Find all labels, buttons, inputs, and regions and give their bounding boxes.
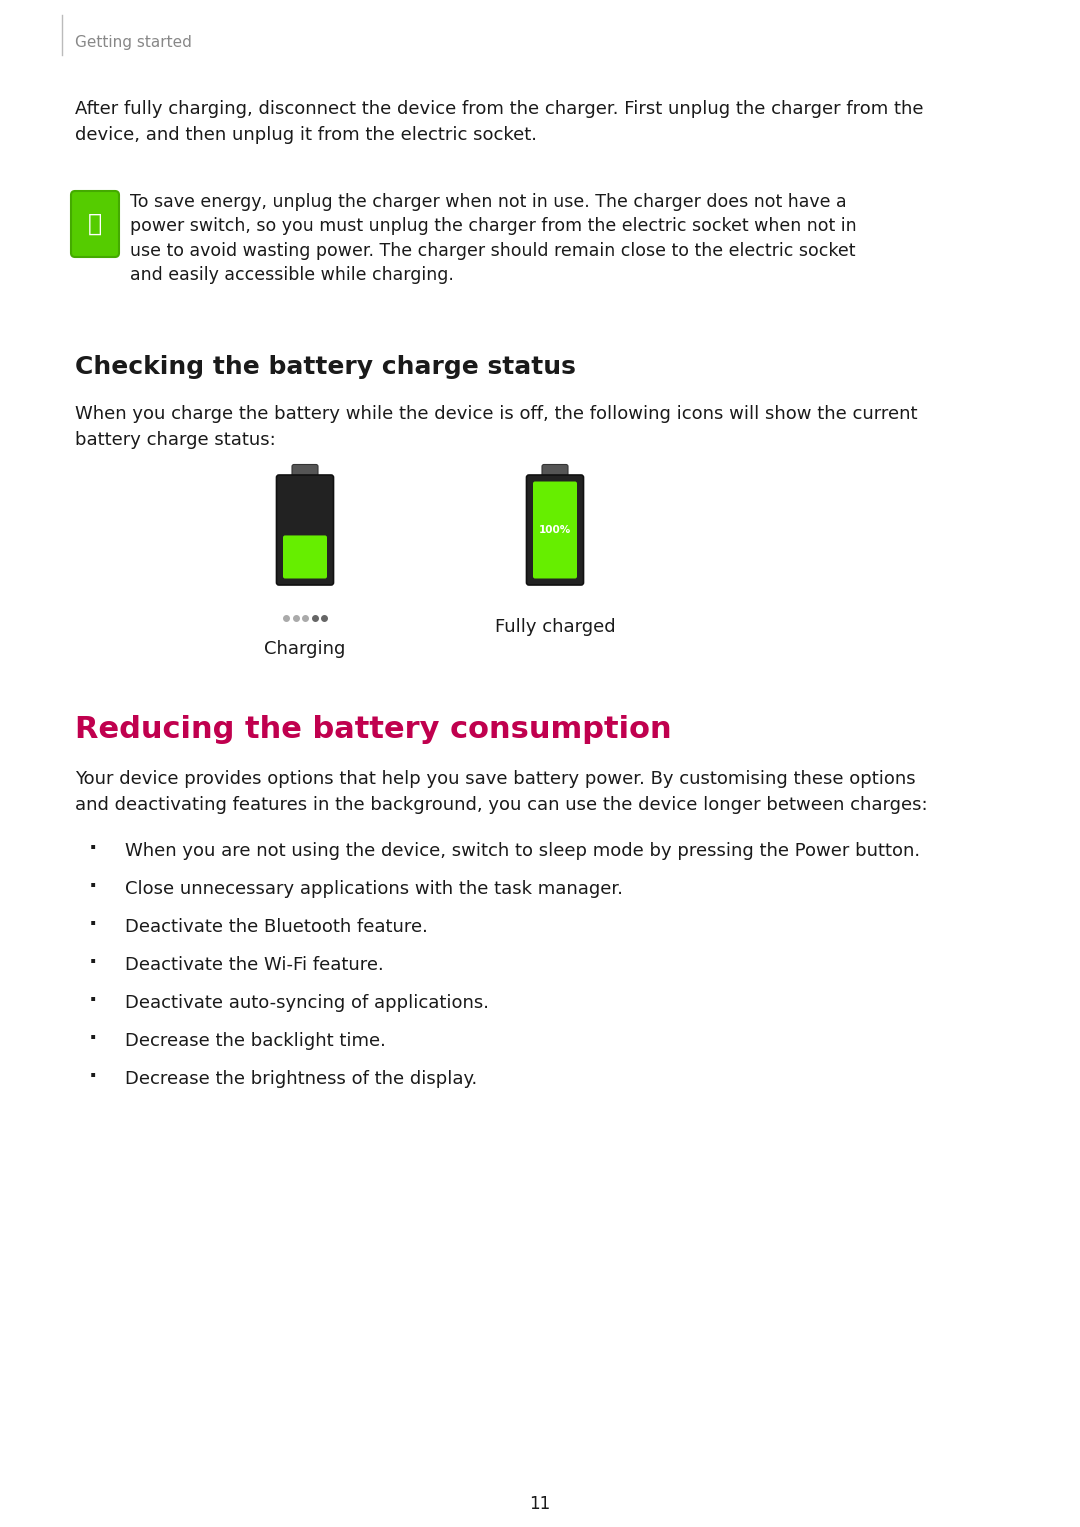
FancyBboxPatch shape	[71, 191, 119, 257]
Text: 11: 11	[529, 1495, 551, 1513]
Text: Reducing the battery consumption: Reducing the battery consumption	[75, 715, 672, 744]
Text: When you are not using the device, switch to sleep mode by pressing the Power bu: When you are not using the device, switc…	[125, 841, 920, 860]
FancyBboxPatch shape	[542, 464, 568, 479]
Text: ·: ·	[89, 951, 97, 973]
Text: 🌿: 🌿	[87, 212, 103, 237]
Text: and easily accessible while charging.: and easily accessible while charging.	[130, 267, 454, 284]
FancyBboxPatch shape	[276, 475, 334, 585]
Text: Checking the battery charge status: Checking the battery charge status	[75, 354, 576, 379]
Text: ·: ·	[89, 1066, 97, 1086]
FancyBboxPatch shape	[292, 464, 318, 479]
Text: Decrease the backlight time.: Decrease the backlight time.	[125, 1032, 386, 1051]
Text: ·: ·	[89, 989, 97, 1009]
Text: When you charge the battery while the device is off, the following icons will sh: When you charge the battery while the de…	[75, 405, 918, 449]
FancyBboxPatch shape	[283, 536, 327, 579]
Text: ·: ·	[89, 915, 97, 935]
Text: Charging: Charging	[265, 640, 346, 658]
Text: Your device provides options that help you save battery power. By customising th: Your device provides options that help y…	[75, 770, 928, 814]
Text: Fully charged: Fully charged	[495, 618, 616, 637]
Text: Deactivate the Wi-Fi feature.: Deactivate the Wi-Fi feature.	[125, 956, 383, 974]
Text: Getting started: Getting started	[75, 35, 192, 50]
Text: After fully charging, disconnect the device from the charger. First unplug the c: After fully charging, disconnect the dev…	[75, 99, 923, 144]
Text: power switch, so you must unplug the charger from the electric socket when not i: power switch, so you must unplug the cha…	[130, 217, 856, 235]
Text: ·: ·	[89, 876, 97, 896]
Text: 100%: 100%	[539, 525, 571, 534]
Text: Close unnecessary applications with the task manager.: Close unnecessary applications with the …	[125, 880, 623, 898]
Text: Decrease the brightness of the display.: Decrease the brightness of the display.	[125, 1070, 477, 1089]
FancyBboxPatch shape	[527, 475, 583, 585]
Text: use to avoid wasting power. The charger should remain close to the electric sock: use to avoid wasting power. The charger …	[130, 241, 855, 260]
Text: ·: ·	[89, 838, 97, 858]
Text: To save energy, unplug the charger when not in use. The charger does not have a: To save energy, unplug the charger when …	[130, 192, 847, 211]
FancyBboxPatch shape	[534, 481, 577, 579]
Text: Deactivate auto-syncing of applications.: Deactivate auto-syncing of applications.	[125, 994, 489, 1012]
Text: Deactivate the Bluetooth feature.: Deactivate the Bluetooth feature.	[125, 918, 428, 936]
Text: ·: ·	[89, 1028, 97, 1048]
